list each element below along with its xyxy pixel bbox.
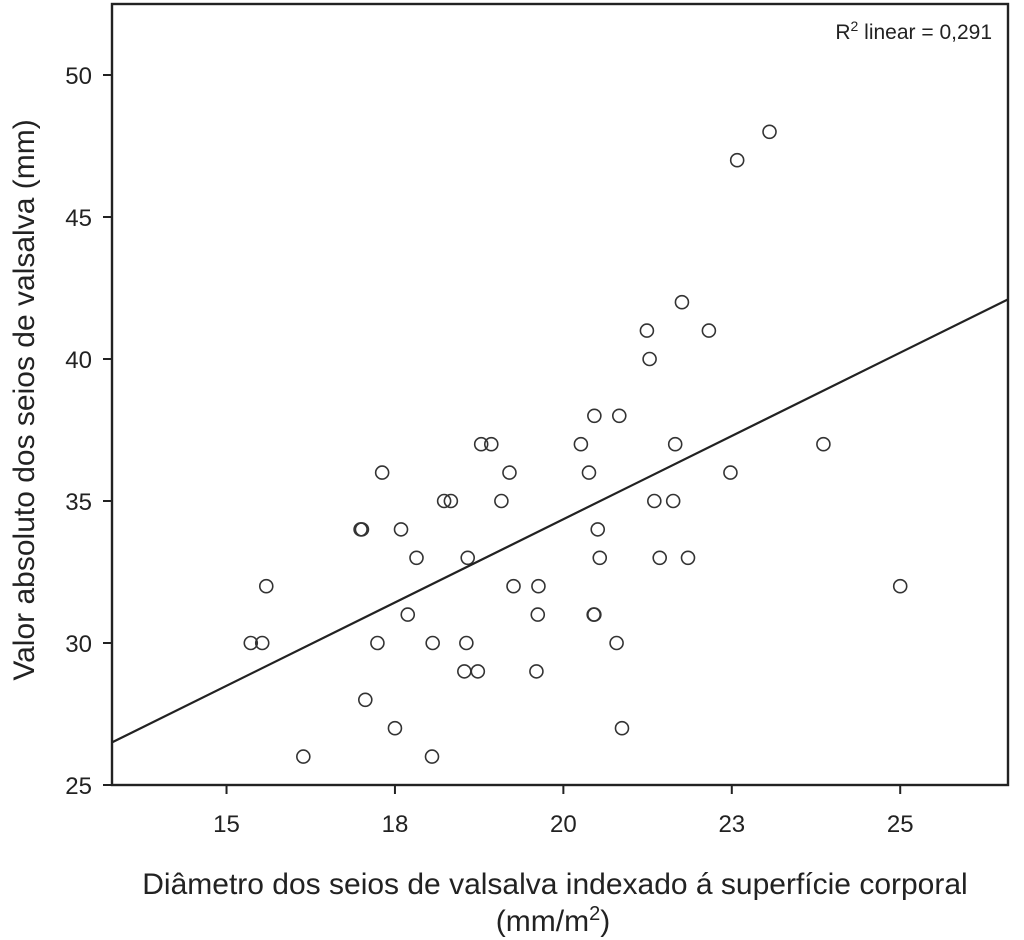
data-point (494, 493, 509, 509)
data-point (647, 493, 662, 509)
r-squared-text: linear = 0,291 (858, 21, 992, 44)
data-point (816, 436, 831, 452)
r-squared-sup: 2 (851, 18, 859, 34)
data-point (581, 465, 597, 480)
y-axis-title: Valor absoluto dos seios de valsalva (mm… (8, 119, 41, 680)
data-point (425, 635, 440, 651)
y-tick-label: 30 (65, 631, 92, 658)
x-tick-label: 15 (213, 811, 240, 838)
data-point (531, 578, 546, 594)
data-point (473, 436, 489, 452)
data-point (680, 550, 696, 566)
data-point (443, 493, 459, 509)
data-point (393, 522, 409, 537)
data-point (892, 578, 908, 594)
data-point (642, 351, 657, 367)
data-point (614, 720, 630, 736)
data-point (667, 436, 683, 452)
x-tick-label: 20 (550, 811, 577, 838)
data-point (573, 436, 589, 452)
data-point (506, 578, 521, 594)
data-point (457, 664, 472, 679)
y-tick-label: 50 (65, 63, 92, 90)
data-point (370, 635, 385, 651)
data-point (587, 607, 602, 622)
data-point (424, 749, 440, 764)
data-point (652, 550, 668, 566)
data-point (762, 124, 777, 140)
data-point (254, 635, 270, 651)
tick-layer: 15 18 20 23 25 25 30 35 40 45 50 (65, 63, 913, 838)
x-unit-sup: 2 (589, 903, 600, 925)
data-point (729, 152, 745, 168)
data-point (354, 522, 370, 537)
data-point (483, 436, 499, 452)
data-point (459, 635, 474, 651)
data-point (470, 664, 486, 679)
y-tick-label: 35 (65, 489, 92, 516)
data-point (530, 607, 546, 622)
data-point (358, 692, 373, 708)
x-unit-prefix: (mm/m (496, 905, 589, 938)
data-point (665, 493, 681, 509)
data-point (502, 465, 517, 480)
regression-line (111, 298, 1009, 744)
data-point (374, 465, 390, 480)
x-axis-title-line2: (mm/m2) (496, 903, 610, 938)
r-squared-prefix: R (835, 21, 850, 44)
data-point (701, 323, 717, 338)
data-point (590, 522, 606, 537)
y-tick-label: 45 (65, 205, 92, 232)
y-tick-label: 40 (65, 347, 92, 374)
data-point (258, 578, 274, 594)
data-point (609, 635, 624, 651)
points-layer (243, 124, 908, 764)
data-point (723, 465, 738, 480)
x-tick-label: 25 (887, 811, 914, 838)
data-point (639, 323, 655, 338)
data-point (592, 550, 608, 566)
plot-frame (110, 2, 1010, 787)
data-point (460, 550, 476, 566)
data-point (529, 664, 544, 679)
data-point (409, 550, 424, 566)
r-squared-annotation: R2 linear = 0,291 (835, 18, 992, 44)
x-tick-label: 18 (382, 811, 409, 838)
data-point (387, 720, 403, 736)
data-point (436, 493, 452, 509)
data-point (611, 408, 627, 424)
data-point (400, 607, 416, 622)
x-unit-suffix: ) (600, 905, 610, 938)
x-axis-title-line1: Diâmetro dos seios de valsalva indexado … (142, 868, 967, 901)
data-point (674, 294, 690, 310)
x-tick-label: 23 (718, 811, 745, 838)
y-tick-label: 25 (65, 773, 92, 800)
data-point (243, 635, 259, 651)
data-point (296, 749, 311, 764)
data-point (587, 408, 602, 424)
